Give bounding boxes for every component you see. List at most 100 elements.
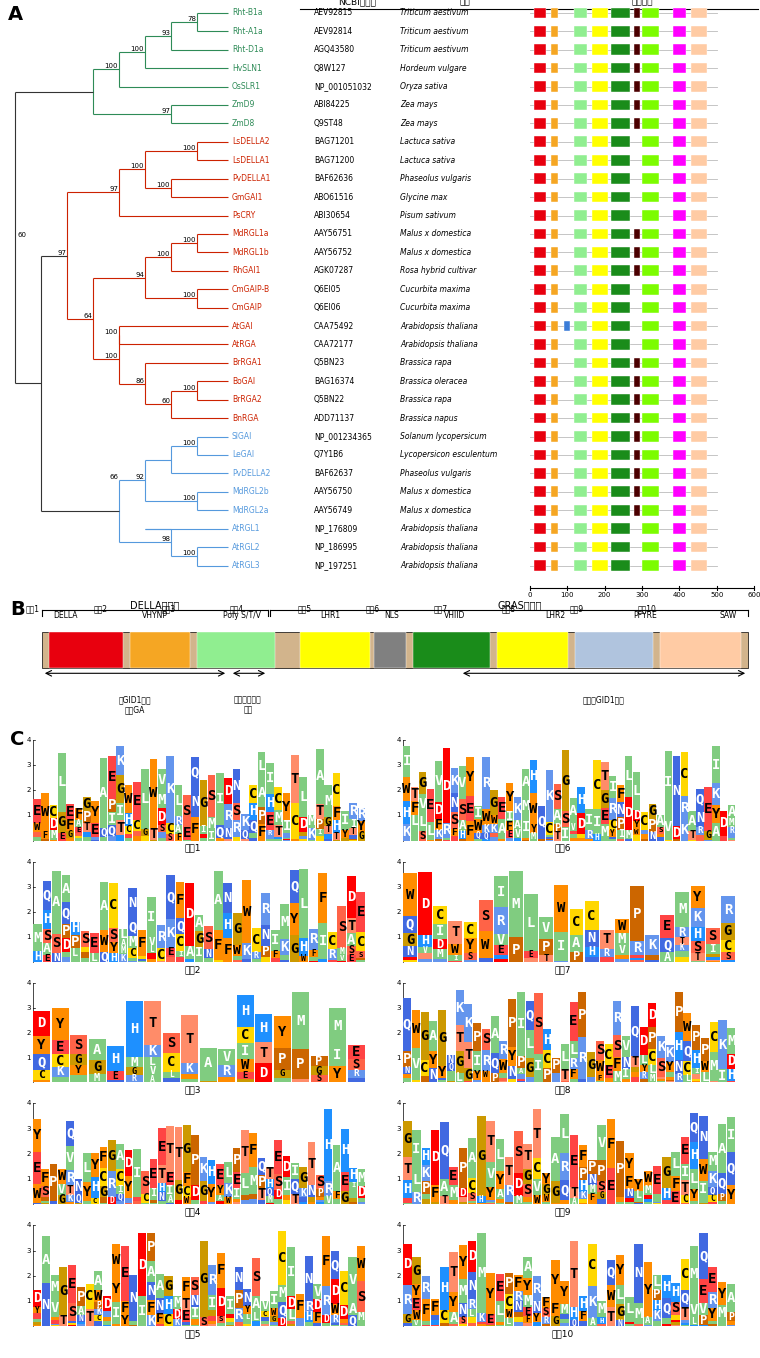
Text: C: C	[49, 805, 58, 819]
Text: E: E	[167, 948, 174, 957]
Bar	[192, 1135, 199, 1184]
Bar	[433, 940, 447, 949]
Bar	[592, 155, 609, 166]
Bar	[592, 303, 609, 312]
Text: NP_176809: NP_176809	[314, 524, 357, 534]
Bar	[551, 1301, 559, 1316]
Bar	[692, 432, 708, 441]
Bar	[216, 1164, 223, 1186]
Bar	[728, 805, 736, 819]
Text: H: H	[124, 812, 132, 827]
Bar	[592, 394, 609, 405]
Bar	[642, 469, 659, 479]
Bar	[83, 1181, 90, 1202]
Text: E: E	[497, 945, 504, 955]
Bar	[635, 1191, 643, 1199]
Text: H: H	[305, 1310, 312, 1324]
Bar	[505, 1198, 513, 1202]
Text: C: C	[648, 1050, 657, 1063]
Bar	[207, 1184, 216, 1202]
Text: V: V	[533, 1180, 541, 1194]
Text: 1: 1	[27, 812, 31, 819]
Text: A: A	[727, 1291, 735, 1305]
Bar	[615, 919, 629, 933]
Bar	[630, 957, 644, 960]
Text: Q: Q	[490, 1057, 499, 1070]
Text: R: R	[131, 1074, 137, 1082]
Text: A: A	[8, 5, 23, 24]
Bar	[592, 432, 609, 441]
Bar	[505, 1157, 513, 1186]
Text: M: M	[521, 800, 530, 813]
Bar	[71, 922, 80, 936]
Text: A: A	[252, 1297, 260, 1312]
Bar	[717, 1305, 726, 1320]
Text: K: K	[148, 1044, 157, 1058]
Bar	[574, 155, 587, 166]
Bar	[198, 631, 275, 668]
Bar	[112, 1244, 120, 1277]
Bar	[692, 118, 708, 129]
Bar	[660, 914, 674, 938]
Bar	[287, 1247, 295, 1296]
Bar	[266, 812, 274, 830]
Bar	[322, 1323, 331, 1327]
Bar	[147, 1233, 155, 1262]
Bar	[662, 1157, 670, 1187]
Text: 3: 3	[397, 762, 401, 767]
Bar	[538, 839, 545, 841]
Text: R: R	[641, 1071, 646, 1080]
Bar	[717, 1195, 726, 1202]
Bar	[592, 449, 609, 460]
Text: N: N	[78, 1315, 84, 1323]
Bar	[473, 1080, 481, 1082]
Text: H: H	[266, 796, 274, 811]
Bar	[611, 303, 630, 312]
Text: G: G	[600, 792, 609, 805]
Text: BrRGA1: BrRGA1	[232, 359, 261, 368]
Bar	[534, 320, 546, 331]
Bar	[705, 831, 711, 839]
Bar	[635, 1244, 643, 1302]
Text: Y: Y	[534, 1313, 540, 1323]
Bar	[350, 819, 357, 828]
Bar	[690, 1142, 698, 1169]
Text: ADD71137: ADD71137	[314, 414, 355, 422]
Text: M: M	[249, 1173, 258, 1187]
Text: 93: 93	[161, 30, 170, 35]
Bar	[33, 925, 42, 952]
Bar	[551, 303, 559, 312]
Bar	[673, 486, 686, 497]
Bar	[100, 837, 107, 841]
Bar	[77, 1315, 85, 1321]
Text: F: F	[542, 1296, 550, 1309]
Text: W: W	[331, 1302, 339, 1316]
Text: D: D	[347, 889, 356, 904]
Bar	[125, 785, 132, 813]
Text: 3: 3	[27, 1126, 31, 1131]
Text: V: V	[515, 828, 521, 839]
Text: I: I	[403, 754, 411, 769]
Bar	[158, 1183, 166, 1192]
Text: Q: Q	[696, 792, 705, 807]
Text: W: W	[412, 1023, 420, 1036]
Bar	[477, 1196, 486, 1203]
Text: P: P	[654, 1289, 660, 1301]
Text: W: W	[184, 1195, 189, 1205]
Bar	[673, 357, 686, 368]
Bar	[634, 357, 640, 368]
Bar	[147, 959, 156, 963]
Bar	[579, 1310, 587, 1321]
Text: LHR2: LHR2	[545, 611, 565, 619]
Bar	[523, 1184, 532, 1196]
Text: H: H	[259, 1021, 268, 1035]
Text: C: C	[85, 1289, 93, 1304]
Bar	[266, 1203, 274, 1205]
Text: V: V	[340, 955, 344, 961]
Bar	[523, 1278, 532, 1296]
Text: S: S	[337, 919, 346, 934]
Bar	[717, 1324, 726, 1327]
Text: AGQ43580: AGQ43580	[314, 45, 355, 54]
Bar	[494, 876, 508, 907]
Bar	[579, 1199, 587, 1203]
